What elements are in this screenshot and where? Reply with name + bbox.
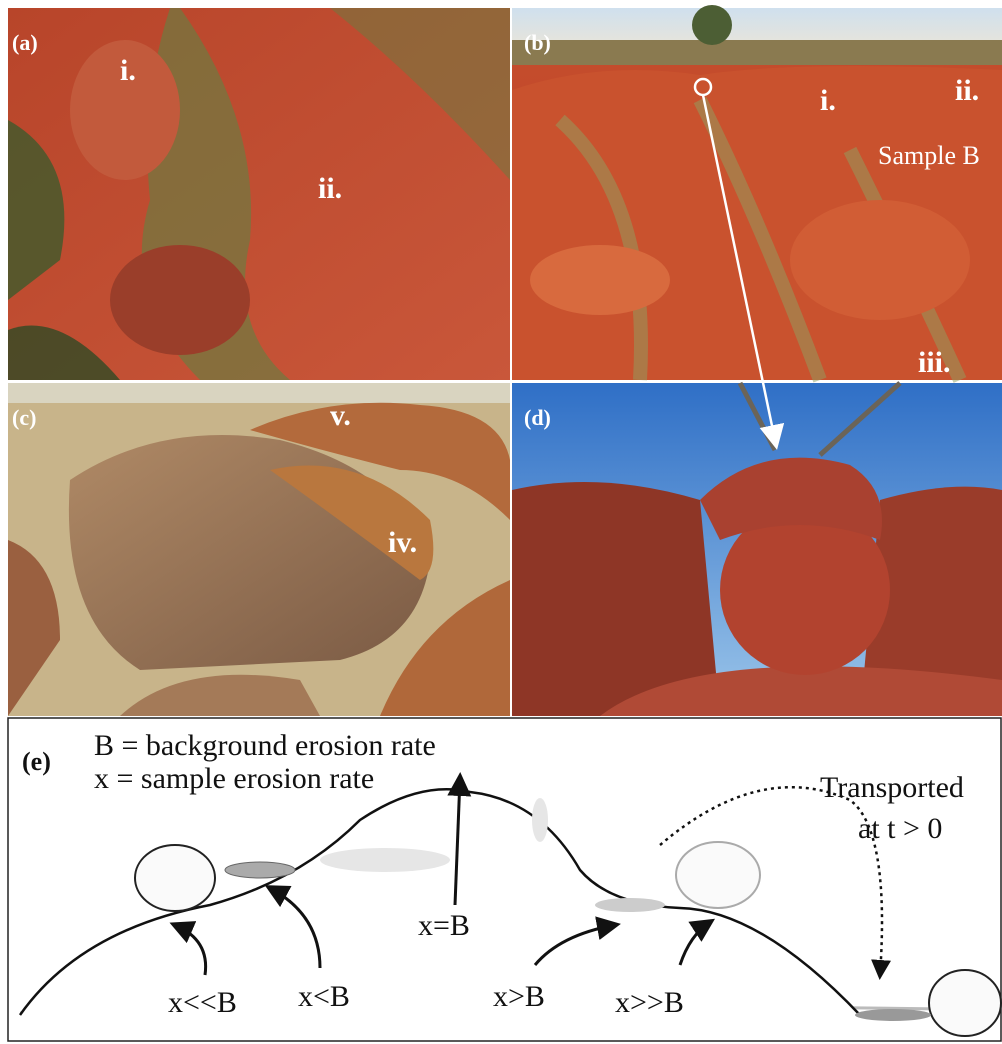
panel-label: (e): [22, 747, 51, 776]
photo-c: [8, 383, 510, 716]
annotation: iii.: [918, 346, 951, 379]
annotation: v.: [330, 399, 351, 432]
rate-label: x>>B: [615, 986, 684, 1019]
panel-label: (a): [12, 30, 38, 55]
photo-b: [512, 5, 1002, 380]
rate-label: x<B: [298, 980, 350, 1013]
annotation: ii.: [955, 74, 979, 107]
figure: (a) i. ii. (b) i. ii. Sample B iii. (c) …: [0, 0, 1002, 1044]
panel-label: (d): [524, 405, 551, 430]
annotation: i.: [820, 84, 836, 117]
rate-label: x>B: [493, 980, 545, 1013]
panel-label: (c): [12, 405, 36, 430]
legend-line: x = sample erosion rate: [94, 762, 374, 795]
annotation: ii.: [318, 172, 342, 205]
annotation: Sample B: [878, 141, 980, 170]
panel-label: (b): [524, 30, 551, 55]
transport-note: at t > 0: [858, 812, 942, 845]
photo-d: [512, 383, 1002, 716]
annotation: iv.: [388, 526, 417, 559]
rate-label: x=B: [418, 909, 470, 942]
legend-line: B = background erosion rate: [94, 729, 436, 762]
rate-label: x<<B: [168, 986, 237, 1019]
annotation: i.: [120, 54, 136, 87]
transport-note: Transported: [820, 771, 964, 804]
photo-a: [8, 8, 510, 380]
